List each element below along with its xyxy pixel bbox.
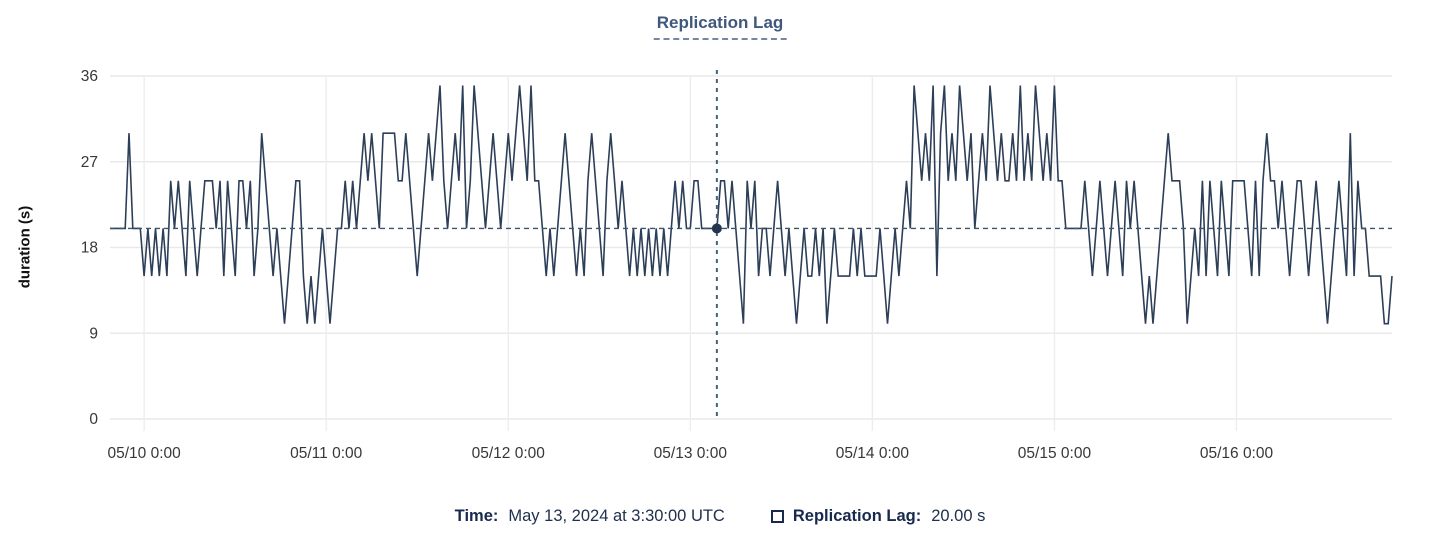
x-tick-label: 05/15 0:00 xyxy=(1018,445,1092,462)
series-line-replication-lag[interactable] xyxy=(110,85,1393,325)
tooltip-time-value: May 13, 2024 at 3:30:00 UTC xyxy=(508,507,725,525)
x-tick-label: 05/14 0:00 xyxy=(836,445,910,462)
series-swatch-icon xyxy=(770,510,784,523)
tooltip-time-label: Time: xyxy=(454,507,499,525)
x-tick-label: 05/10 0:00 xyxy=(108,445,182,462)
y-tick-label: 27 xyxy=(81,154,98,171)
y-tick-label: 36 xyxy=(81,68,98,85)
x-tick-label: 05/13 0:00 xyxy=(654,445,728,462)
y-tick-label: 9 xyxy=(89,325,98,342)
y-tick-label: 18 xyxy=(81,240,98,257)
y-tick-label: 0 xyxy=(89,411,98,428)
tooltip-series-label: Replication Lag: xyxy=(792,507,922,525)
legend-item-replication-lag[interactable]: Replication Lag: 20.00 s xyxy=(770,507,986,526)
chart-canvas[interactable]: 0 9 18 27 36 05/10 0:00 05/11 0:00 05/12 0:00 05… xyxy=(0,0,1440,500)
chart-title[interactable]: Replication Lag xyxy=(653,13,787,40)
crosshair-dot xyxy=(711,223,722,234)
hover-tooltip: Time: May 13, 2024 at 3:30:00 UTC Replic… xyxy=(0,507,1440,526)
tooltip-series-value: 20.00 s xyxy=(931,507,986,525)
x-tick-label: 05/16 0:00 xyxy=(1200,445,1274,462)
x-tick-label: 05/11 0:00 xyxy=(290,445,362,462)
x-tick-label: 05/12 0:00 xyxy=(472,445,546,462)
